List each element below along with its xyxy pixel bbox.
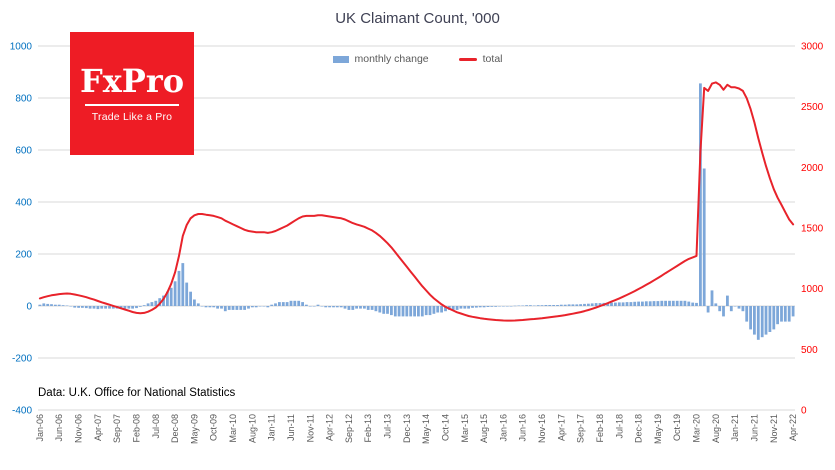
svg-text:Sep-17: Sep-17 (576, 414, 586, 443)
chart-legend: monthly change total (0, 53, 835, 65)
svg-text:Jan-11: Jan-11 (267, 414, 277, 441)
svg-text:Feb-08: Feb-08 (132, 414, 142, 443)
svg-text:Dec-08: Dec-08 (170, 414, 180, 443)
svg-text:1000: 1000 (801, 284, 824, 295)
svg-text:0: 0 (801, 406, 807, 417)
svg-text:Jun-06: Jun-06 (54, 414, 64, 442)
bar-swatch-icon (332, 55, 349, 63)
svg-text:Jan-16: Jan-16 (498, 414, 508, 442)
svg-text:Nov-11: Nov-11 (305, 414, 315, 442)
legend-label-total: total (482, 53, 503, 65)
fxpro-logo-text: FxPro (79, 61, 185, 100)
svg-text:Oct-14: Oct-14 (441, 414, 451, 441)
svg-text:Sep-07: Sep-07 (112, 414, 122, 443)
svg-text:Apr-07: Apr-07 (93, 414, 103, 441)
svg-text:Jun-16: Jun-16 (518, 414, 528, 442)
fxpro-logo-tagline: Trade Like a Pro (91, 110, 173, 123)
svg-text:Mar-10: Mar-10 (228, 414, 238, 443)
svg-text:May-09: May-09 (189, 414, 199, 444)
svg-text:Jun-21: Jun-21 (749, 414, 759, 442)
svg-text:Jan-06: Jan-06 (35, 414, 45, 442)
svg-text:Oct-09: Oct-09 (209, 414, 219, 441)
legend-label-monthly-change: monthly change (354, 53, 429, 65)
right-axis-labels: 3000 2500 2000 1500 1000 500 0 (801, 42, 824, 417)
svg-text:200: 200 (15, 250, 32, 261)
svg-text:Jun-11: Jun-11 (286, 414, 296, 441)
fxpro-logo: FxPro Trade Like a Pro (70, 32, 194, 155)
svg-text:Nov-06: Nov-06 (74, 414, 84, 443)
svg-text:Apr-22: Apr-22 (788, 414, 798, 441)
line-swatch-icon (458, 57, 477, 61)
svg-text:Jul-08: Jul-08 (151, 414, 161, 439)
svg-text:400: 400 (15, 198, 32, 209)
svg-text:Aug-15: Aug-15 (479, 414, 489, 443)
svg-text:Feb-13: Feb-13 (363, 414, 373, 443)
svg-text:Sep-12: Sep-12 (344, 414, 354, 443)
svg-text:Nov-21: Nov-21 (769, 414, 779, 443)
svg-text:2000: 2000 (801, 163, 824, 174)
svg-text:Dec-13: Dec-13 (402, 414, 412, 443)
svg-text:3000: 3000 (801, 42, 824, 53)
svg-text:Nov-16: Nov-16 (537, 414, 547, 443)
left-axis-labels: 1000 800 600 400 200 0 -200 -400 (10, 42, 33, 417)
source-note: Data: U.K. Office for National Statistic… (38, 387, 236, 399)
svg-text:Mar-20: Mar-20 (692, 414, 702, 443)
svg-text:800: 800 (15, 94, 32, 105)
svg-text:Jul-13: Jul-13 (383, 414, 393, 439)
svg-text:Oct-19: Oct-19 (672, 414, 682, 441)
svg-text:May-19: May-19 (653, 414, 663, 444)
svg-text:Apr-17: Apr-17 (556, 414, 566, 441)
svg-text:-400: -400 (12, 406, 32, 417)
svg-text:Aug-10: Aug-10 (247, 414, 257, 443)
fxpro-logo-divider (85, 103, 179, 106)
svg-text:500: 500 (801, 345, 818, 356)
svg-text:May-14: May-14 (421, 414, 431, 444)
svg-text:2500: 2500 (801, 102, 824, 113)
svg-text:0: 0 (26, 302, 32, 313)
legend-item-monthly-change: monthly change (332, 53, 429, 65)
x-axis-labels: Jan-06 Jun-06 Nov-06 Apr-07 Sep-07 Feb-08 Jul-… (35, 414, 798, 444)
gridlines (38, 45, 795, 411)
total-line (38, 81, 795, 322)
svg-text:1000: 1000 (10, 42, 33, 53)
svg-text:-200: -200 (12, 354, 32, 365)
svg-text:Apr-12: Apr-12 (325, 414, 335, 441)
svg-text:Feb-18: Feb-18 (595, 414, 605, 443)
chart-title: UK Claimant Count, '000 (335, 10, 500, 27)
legend-item-total: total (458, 53, 503, 65)
svg-text:Mar-15: Mar-15 (460, 414, 470, 443)
svg-text:Jan-21: Jan-21 (730, 414, 740, 442)
svg-text:600: 600 (15, 146, 32, 157)
svg-text:Aug-20: Aug-20 (711, 414, 721, 443)
svg-text:Dec-18: Dec-18 (634, 414, 644, 443)
svg-text:Jul-18: Jul-18 (614, 414, 624, 439)
svg-text:1500: 1500 (801, 224, 824, 235)
